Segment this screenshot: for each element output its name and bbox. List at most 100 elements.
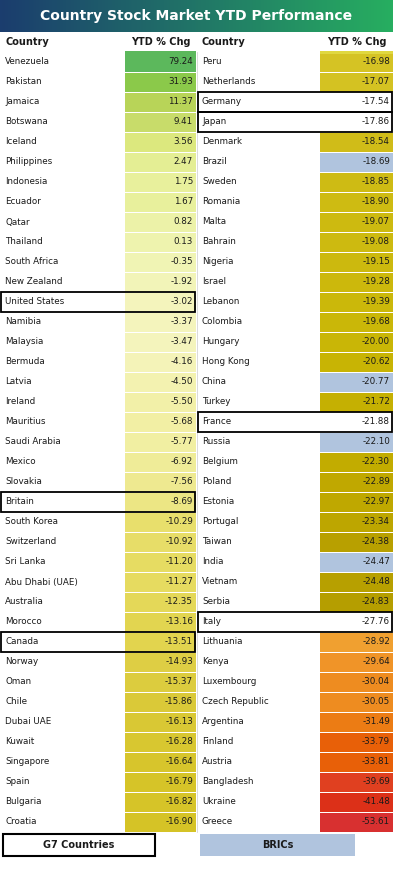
Text: Britain: Britain	[5, 497, 34, 506]
Text: -12.35: -12.35	[165, 597, 193, 606]
Text: Belgium: Belgium	[202, 458, 238, 466]
Text: -7.56: -7.56	[171, 478, 193, 487]
Bar	[1, 492, 195, 512]
Bar	[125, 51, 196, 54]
Text: Czech Republic: Czech Republic	[202, 697, 269, 706]
Text: Australia: Australia	[5, 597, 44, 606]
Text: -16.98: -16.98	[362, 58, 390, 66]
Bar	[320, 212, 393, 232]
Text: France: France	[202, 418, 231, 427]
Text: -5.50: -5.50	[171, 397, 193, 406]
Bar	[125, 812, 196, 832]
Text: -10.92: -10.92	[165, 537, 193, 547]
Bar	[125, 512, 196, 532]
Text: 31.93: 31.93	[168, 78, 193, 87]
Text: Argentina: Argentina	[202, 718, 245, 727]
Bar	[320, 393, 393, 412]
Bar	[125, 652, 196, 672]
Text: -17.07: -17.07	[362, 78, 390, 87]
Text: -41.48: -41.48	[362, 797, 390, 806]
Text: 9.41: 9.41	[174, 118, 193, 127]
Text: Venezuela: Venezuela	[5, 58, 50, 66]
Bar	[320, 573, 393, 591]
Bar	[125, 133, 196, 151]
Bar	[320, 533, 393, 551]
Text: Vietnam: Vietnam	[202, 578, 238, 587]
Bar	[125, 333, 196, 351]
Bar	[320, 373, 393, 391]
Text: Pakistan: Pakistan	[5, 78, 42, 87]
Text: Kuwait: Kuwait	[5, 737, 34, 747]
Text: Abu Dhabi (UAE): Abu Dhabi (UAE)	[5, 578, 78, 587]
Text: -27.76: -27.76	[362, 618, 390, 627]
Bar	[320, 352, 393, 372]
Bar	[320, 73, 393, 91]
Text: United States: United States	[5, 297, 64, 306]
Text: China: China	[202, 378, 227, 387]
Text: 2.47: 2.47	[174, 158, 193, 166]
Text: Malaysia: Malaysia	[5, 337, 43, 347]
Text: Indonesia: Indonesia	[5, 178, 48, 187]
Bar	[320, 712, 393, 732]
Text: YTD % Chg: YTD % Chg	[327, 37, 386, 47]
Text: India: India	[202, 558, 224, 566]
Bar	[320, 333, 393, 351]
Text: Serbia: Serbia	[202, 597, 230, 606]
Bar	[320, 512, 393, 532]
Bar	[125, 233, 196, 251]
Bar	[125, 473, 196, 491]
Bar	[320, 552, 393, 572]
Bar	[125, 312, 196, 332]
Text: -30.05: -30.05	[362, 697, 390, 706]
Text: Poland: Poland	[202, 478, 231, 487]
Text: BRICs: BRICs	[262, 840, 293, 850]
Text: -13.16: -13.16	[165, 618, 193, 627]
Text: -19.15: -19.15	[362, 258, 390, 266]
Text: South Korea: South Korea	[5, 518, 58, 527]
Bar	[125, 712, 196, 732]
Text: -24.47: -24.47	[362, 558, 390, 566]
Text: Namibia: Namibia	[5, 318, 41, 327]
Text: Kenya: Kenya	[202, 658, 229, 666]
Bar	[320, 152, 393, 172]
Text: -3.37: -3.37	[171, 318, 193, 327]
Bar	[320, 633, 393, 651]
Text: Croatia: Croatia	[5, 818, 37, 827]
Bar	[320, 312, 393, 332]
Text: Mexico: Mexico	[5, 458, 36, 466]
Text: Chile: Chile	[5, 697, 27, 706]
Bar	[320, 433, 393, 451]
Text: Nigeria: Nigeria	[202, 258, 233, 266]
Text: Turkey: Turkey	[202, 397, 230, 406]
Text: -21.72: -21.72	[362, 397, 390, 406]
Bar	[320, 452, 393, 472]
Text: 0.82: 0.82	[174, 218, 193, 227]
Bar	[125, 352, 196, 372]
Bar	[125, 533, 196, 551]
Text: -16.28: -16.28	[165, 737, 193, 747]
Text: Hungary: Hungary	[202, 337, 239, 347]
Bar	[200, 834, 355, 856]
Text: Malta: Malta	[202, 218, 226, 227]
Text: -24.48: -24.48	[362, 578, 390, 587]
Bar	[125, 433, 196, 451]
Text: Slovakia: Slovakia	[5, 478, 42, 487]
Bar	[125, 193, 196, 212]
Text: Bermuda: Bermuda	[5, 358, 45, 366]
Text: Mauritius: Mauritius	[5, 418, 46, 427]
Bar	[198, 112, 392, 132]
Bar	[320, 792, 393, 812]
Text: Bahrain: Bahrain	[202, 237, 236, 247]
Text: Country: Country	[5, 37, 49, 47]
Text: -10.29: -10.29	[165, 518, 193, 527]
Text: Iceland: Iceland	[5, 137, 37, 147]
Text: -4.16: -4.16	[171, 358, 193, 366]
Text: Norway: Norway	[5, 658, 38, 666]
Text: -16.64: -16.64	[165, 758, 193, 766]
Bar	[320, 273, 393, 291]
Text: 0.13: 0.13	[174, 237, 193, 247]
Text: Germany: Germany	[202, 97, 242, 106]
Bar	[125, 73, 196, 91]
Bar	[125, 252, 196, 272]
Text: -22.97: -22.97	[362, 497, 390, 506]
